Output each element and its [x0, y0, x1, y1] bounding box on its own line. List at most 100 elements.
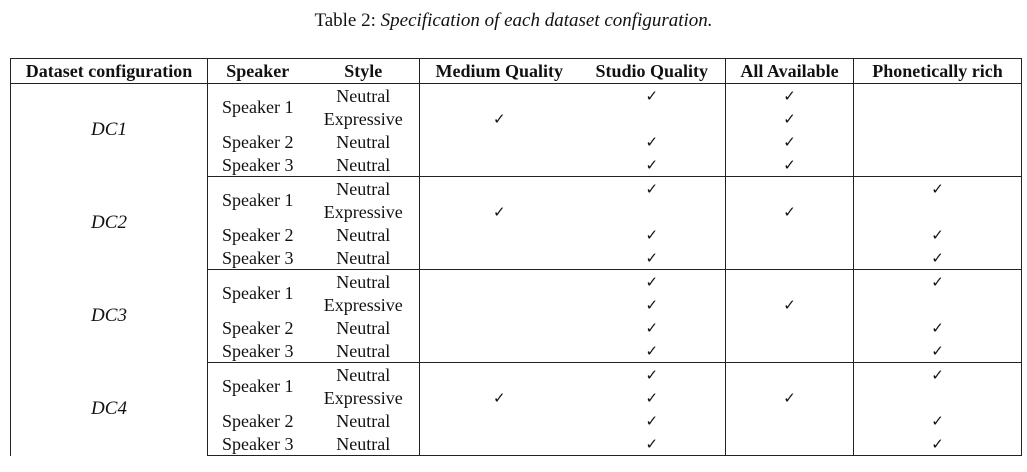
- phonetically-rich-cell: [853, 130, 1022, 153]
- check-icon: ✓: [645, 342, 659, 360]
- table-row: Speaker 3 Neutral ✓ ✓: [11, 246, 1022, 270]
- all-available-cell: [725, 432, 854, 456]
- phonetically-rich-cell: [853, 153, 1022, 177]
- medium-quality-cell: ✓: [420, 386, 579, 409]
- check-icon: ✓: [645, 412, 659, 430]
- table-body: DC1 Speaker 1 Neutral ✓ ✓ Expressive ✓ ✓ Speaker…: [10, 83, 1022, 456]
- check-icon: ✓: [492, 203, 506, 221]
- phonetically-rich-cell: ✓: [853, 269, 1022, 293]
- table-row: Speaker 3 Neutral ✓ ✓: [11, 153, 1022, 177]
- header-medium-quality: Medium Quality: [419, 58, 579, 84]
- check-icon: ✓: [645, 133, 659, 151]
- phonetically-rich-cell: ✓: [853, 432, 1022, 456]
- caption-prefix: Table 2:: [314, 10, 376, 31]
- table-row: DC4 Speaker 1 Neutral ✓ ✓: [10, 362, 1022, 456]
- studio-quality-cell: ✓: [578, 409, 726, 432]
- check-icon: ✓: [783, 133, 796, 151]
- phonetically-rich-cell: [853, 293, 1022, 316]
- check-icon: ✓: [645, 226, 659, 244]
- studio-quality-cell: ✓: [578, 269, 726, 293]
- dataset-configuration-cell: DC1: [10, 83, 208, 177]
- check-icon: ✓: [783, 389, 796, 407]
- style-cell: Neutral: [307, 316, 420, 339]
- check-icon: ✓: [931, 180, 944, 198]
- check-icon: ✓: [783, 156, 796, 174]
- check-icon: ✓: [645, 180, 659, 198]
- style-cell: Neutral: [307, 153, 420, 177]
- check-icon: ✓: [645, 87, 659, 105]
- studio-quality-cell: ✓: [578, 432, 726, 456]
- phonetically-rich-cell: ✓: [853, 362, 1022, 386]
- all-available-cell: [725, 316, 854, 339]
- table-caption: Table 2: Specification of each dataset c…: [0, 9, 1027, 33]
- medium-quality-cell: [420, 409, 579, 432]
- style-cell: Expressive: [307, 293, 420, 316]
- medium-quality-cell: [419, 153, 579, 177]
- phonetically-rich-cell: ✓: [853, 223, 1022, 246]
- table-row: Expressive ✓ ✓ ✓: [11, 386, 1022, 409]
- speaker-cell: Speaker 2: [222, 410, 294, 431]
- style-cell: Neutral: [307, 130, 420, 153]
- all-available-cell: [725, 339, 854, 363]
- table-row: DC3 Speaker 1 Neutral ✓ ✓: [10, 269, 1022, 363]
- all-available-cell: [725, 246, 854, 270]
- all-available-cell: [725, 362, 854, 386]
- medium-quality-cell: [420, 293, 579, 316]
- style-cell: Expressive: [307, 107, 420, 130]
- check-icon: ✓: [931, 366, 944, 384]
- medium-quality-cell: [420, 177, 579, 201]
- check-icon: ✓: [931, 249, 944, 267]
- table-row: Speaker 2 Neutral ✓ ✓: [11, 409, 1022, 432]
- check-icon: ✓: [931, 412, 944, 430]
- medium-quality-cell: [420, 316, 579, 339]
- style-cell: Neutral: [307, 246, 420, 270]
- phonetically-rich-cell: ✓: [853, 176, 1022, 200]
- studio-quality-cell: ✓: [578, 83, 726, 107]
- header-row: Dataset configuration Speaker Style Medi…: [10, 58, 1022, 84]
- medium-quality-cell: ✓: [420, 200, 579, 223]
- medium-quality-cell: [419, 246, 579, 270]
- header-style: Style: [307, 58, 420, 84]
- table-row: Speaker 2 Neutral ✓ ✓: [11, 130, 1022, 153]
- phonetically-rich-cell: ✓: [853, 409, 1022, 432]
- table-row: Expressive ✓ ✓: [11, 107, 1022, 130]
- check-icon: ✓: [645, 366, 659, 384]
- header-phonetically-rich: Phonetically rich: [853, 58, 1022, 84]
- phonetically-rich-cell: [853, 83, 1022, 107]
- table-row: Speaker 3 Neutral ✓ ✓: [11, 339, 1022, 363]
- speaker-cell: Speaker 1: [222, 376, 294, 396]
- caption-text: Specification of each dataset configurat…: [380, 10, 713, 31]
- phonetically-rich-cell: [853, 386, 1022, 409]
- header-speaker: Speaker: [207, 58, 308, 84]
- dataset-configuration-cell: DC3: [10, 269, 208, 363]
- speaker-cell: Speaker 1: [222, 97, 294, 117]
- studio-quality-cell: ✓: [578, 293, 726, 316]
- check-icon: ✓: [645, 273, 659, 291]
- table-row: DC1 Speaker 1 Neutral ✓ ✓: [10, 83, 1022, 177]
- phonetically-rich-cell: ✓: [853, 246, 1022, 270]
- header-studio-quality: Studio Quality: [578, 58, 726, 84]
- dataset-configuration-cell: DC4: [10, 362, 208, 456]
- table-row: DC2 Speaker 1 Neutral ✓ ✓: [10, 176, 1022, 270]
- header-all-available: All Available: [725, 58, 854, 84]
- check-icon: ✓: [931, 226, 944, 244]
- table-row: Expressive ✓ ✓: [11, 200, 1022, 223]
- all-available-cell: [725, 269, 854, 293]
- table-row: Speaker 2 Neutral ✓ ✓: [11, 223, 1022, 246]
- studio-quality-cell: ✓: [578, 246, 726, 270]
- style-cell: Neutral: [307, 223, 420, 246]
- style-cell: Neutral: [307, 362, 420, 386]
- medium-quality-cell: [419, 339, 579, 363]
- studio-quality-cell: [578, 200, 726, 223]
- style-cell: Expressive: [307, 386, 420, 409]
- medium-quality-cell: [420, 223, 579, 246]
- dataset-configuration-cell: DC2: [10, 176, 208, 270]
- studio-quality-cell: ✓: [578, 339, 726, 363]
- check-icon: ✓: [783, 87, 796, 105]
- style-cell: Neutral: [307, 409, 420, 432]
- speaker-cell: Speaker 3: [207, 339, 308, 363]
- all-available-cell: [725, 176, 854, 200]
- check-icon: ✓: [645, 435, 659, 453]
- medium-quality-cell: [420, 270, 579, 294]
- all-available-cell: ✓: [725, 153, 854, 177]
